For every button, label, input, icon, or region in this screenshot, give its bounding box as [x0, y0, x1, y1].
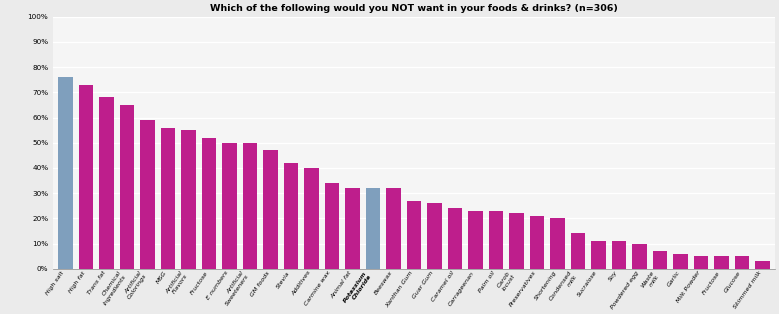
Bar	[160, 127, 175, 269]
Bar	[304, 168, 319, 269]
Bar	[263, 150, 278, 269]
Bar	[345, 188, 360, 269]
Bar	[202, 138, 217, 269]
Bar	[407, 201, 421, 269]
Bar	[673, 254, 688, 269]
Bar	[632, 244, 647, 269]
Bar	[181, 130, 196, 269]
Bar	[488, 211, 503, 269]
Bar	[530, 216, 545, 269]
Bar	[222, 143, 237, 269]
Title: Which of the following would you NOT want in your foods & drinks? (n=306): Which of the following would you NOT wan…	[210, 4, 618, 13]
Bar	[365, 188, 380, 269]
Bar	[693, 256, 708, 269]
Bar	[509, 213, 524, 269]
Bar	[242, 143, 257, 269]
Bar	[612, 241, 626, 269]
Bar	[427, 203, 442, 269]
Bar	[325, 183, 340, 269]
Bar	[386, 188, 401, 269]
Bar	[99, 97, 114, 269]
Bar	[571, 233, 585, 269]
Bar	[58, 77, 72, 269]
Bar	[140, 120, 155, 269]
Bar	[448, 208, 463, 269]
Bar	[735, 256, 749, 269]
Bar	[119, 105, 134, 269]
Bar	[550, 218, 565, 269]
Bar	[79, 85, 93, 269]
Bar	[653, 251, 668, 269]
Bar	[591, 241, 606, 269]
Bar	[468, 211, 483, 269]
Bar	[714, 256, 729, 269]
Bar	[284, 163, 298, 269]
Bar	[755, 261, 770, 269]
